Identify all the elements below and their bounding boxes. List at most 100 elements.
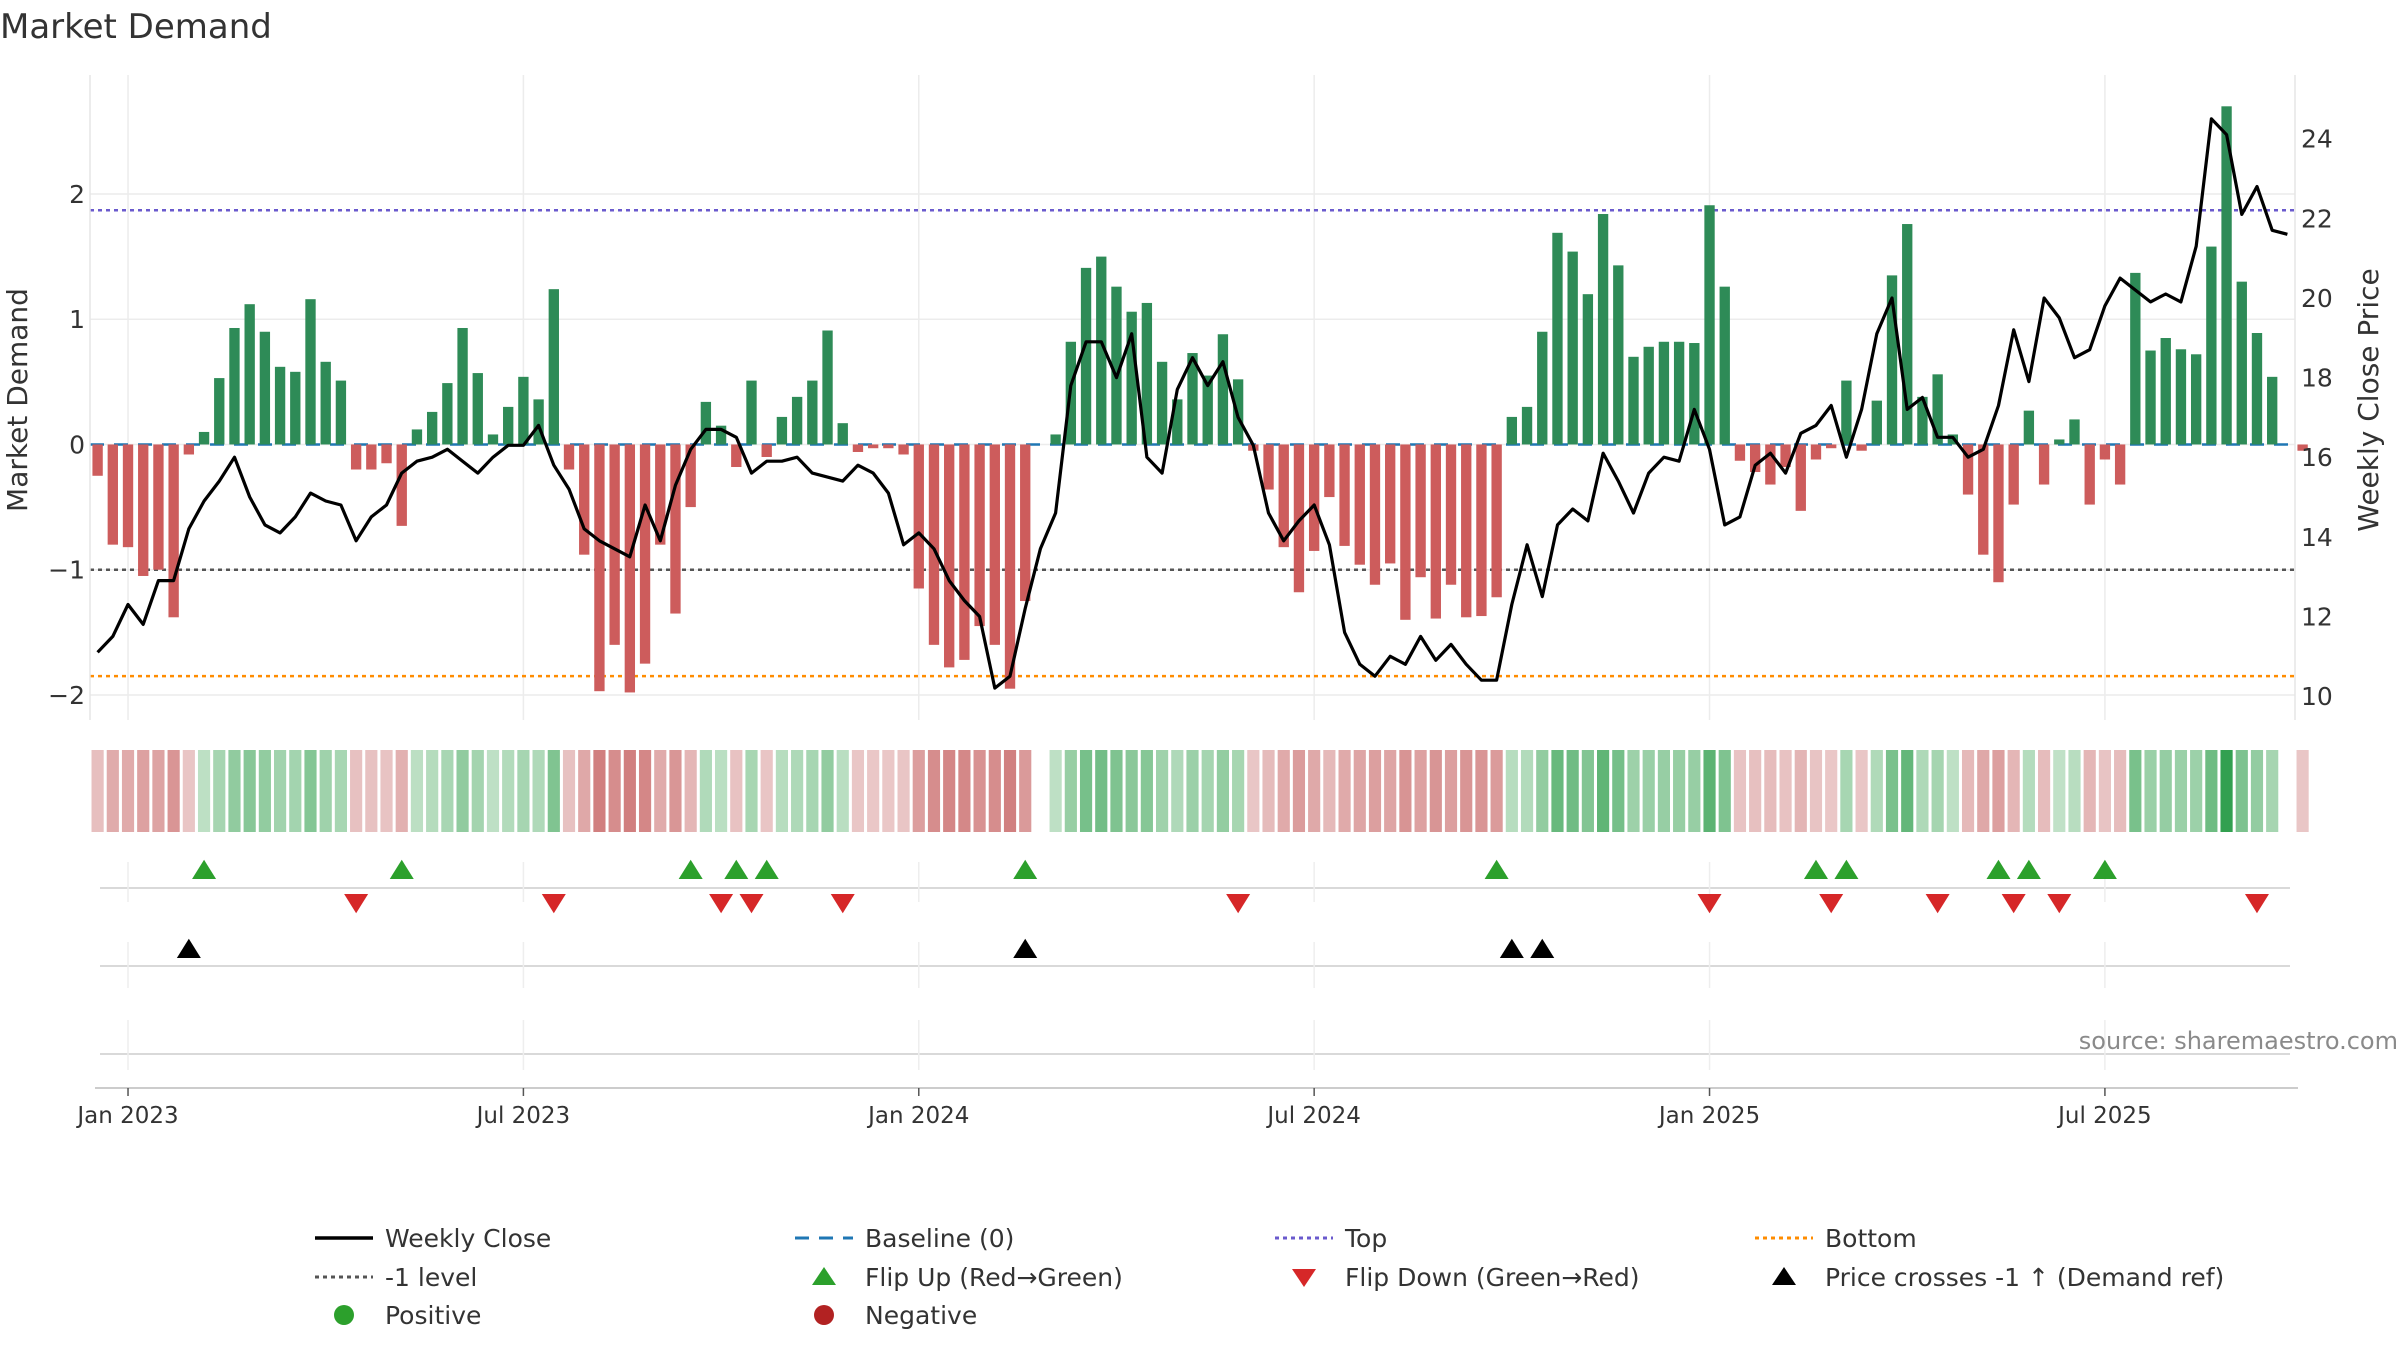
flip-up-marker — [389, 859, 414, 879]
heat-cell — [912, 750, 925, 832]
demand-bar — [1096, 256, 1107, 445]
legend-item: Negative — [814, 1301, 977, 1330]
flip-down-marker — [2244, 894, 2269, 914]
demand-bar — [1780, 444, 1791, 468]
heat-cell — [1809, 750, 1823, 832]
demand-bar — [928, 444, 940, 645]
demand-bar — [1202, 375, 1213, 445]
demand-bar — [2297, 444, 2308, 451]
y-tick-label: −1 — [48, 556, 85, 585]
y-axis-label: Market Demand — [1, 288, 34, 512]
demand-bar — [229, 327, 240, 445]
demand-bar — [1902, 224, 1913, 445]
demand-bar — [2236, 281, 2247, 445]
heat-cell — [441, 750, 454, 832]
demand-bar — [396, 444, 407, 526]
heat-cell — [380, 750, 393, 832]
demand-bar — [974, 444, 985, 627]
demand-bar — [1141, 302, 1153, 445]
demand-bar — [791, 396, 803, 445]
heat-cell — [730, 750, 743, 832]
demand-bar — [1810, 444, 1822, 460]
heat-cell — [927, 750, 941, 832]
demand-bar — [944, 444, 955, 668]
flip-up-marker — [2016, 859, 2041, 879]
demand-bar — [1552, 232, 1563, 445]
demand-bar — [1734, 444, 1746, 461]
demand-bar — [411, 429, 423, 445]
demand-bar — [122, 444, 134, 548]
demand-bar — [518, 376, 529, 445]
demand-bar — [2008, 444, 2019, 505]
y2-tick-label: 24 — [2301, 125, 2333, 154]
heat-cell — [1140, 750, 1153, 832]
demand-bar — [1004, 444, 1016, 689]
heat-cell — [1566, 750, 1579, 832]
demand-bar — [2114, 444, 2126, 485]
heat-cell — [2235, 750, 2248, 832]
legend-item: Flip Up (Red→Green) — [812, 1263, 1123, 1292]
demand-bar — [1293, 444, 1305, 593]
demand-bar — [1871, 400, 1882, 445]
heat-cell — [1216, 750, 1229, 832]
legend-item: Bottom — [1755, 1224, 1917, 1253]
heat-cell — [578, 750, 591, 832]
demand-bar — [2145, 350, 2156, 445]
legend-label: Positive — [385, 1301, 481, 1330]
heat-cell — [121, 750, 135, 832]
price-cross-marker — [1013, 938, 1038, 958]
y2-tick-label: 12 — [2301, 602, 2333, 631]
demand-bar — [1597, 214, 1609, 445]
heat-cell — [1079, 750, 1093, 832]
demand-bar — [366, 444, 377, 470]
demand-bar — [1324, 444, 1335, 498]
demand-bar — [609, 444, 620, 645]
heat-cell — [1384, 750, 1397, 832]
demand-bar — [92, 444, 103, 476]
heat-cell — [486, 750, 500, 832]
demand-bar — [1643, 346, 1654, 445]
x-tick-label: Jan 2023 — [75, 1103, 178, 1129]
demand-bar — [2023, 410, 2035, 445]
demand-bar — [2267, 376, 2278, 445]
heat-cell — [106, 750, 119, 832]
demand-bar — [959, 444, 970, 660]
heat-cell — [1277, 750, 1290, 832]
flip-up-marker — [1986, 859, 2011, 879]
heat-cell — [2098, 750, 2111, 832]
signal-rows — [100, 859, 2290, 1070]
heat-cell — [2129, 750, 2142, 832]
heat-cell — [669, 750, 682, 832]
y2-tick-label: 22 — [2301, 204, 2333, 233]
heat-cell — [1627, 750, 1640, 832]
heat-cell — [1429, 750, 1442, 832]
heat-cell — [532, 750, 545, 832]
heat-cell — [304, 750, 317, 832]
heat-cell — [1703, 750, 1716, 832]
demand-bar — [1537, 331, 1548, 445]
flip-up-marker — [1484, 859, 1509, 879]
flip-up-marker — [1803, 859, 1828, 879]
demand-bar — [381, 444, 392, 464]
flip-up-marker — [1834, 859, 1859, 879]
heat-cell — [1338, 750, 1351, 832]
weekly-close-line — [96, 117, 2288, 690]
heat-cell — [228, 750, 241, 832]
demand-bar — [320, 361, 331, 445]
demand-bar — [183, 444, 195, 455]
demand-bar — [639, 444, 651, 664]
heat-cell — [1475, 750, 1488, 832]
heat-cell — [1292, 750, 1306, 832]
demand-bar — [168, 444, 179, 618]
heat-cell — [836, 750, 849, 832]
heat-cell — [213, 750, 226, 832]
demand-bar — [1567, 251, 1578, 445]
demand-bars — [92, 106, 2308, 693]
heat-cell — [1840, 750, 1853, 832]
heat-cell — [2083, 750, 2096, 832]
heat-cell — [1931, 750, 1944, 832]
heat-cell — [410, 750, 424, 832]
legend-label: -1 level — [385, 1263, 477, 1292]
demand-bar — [1856, 444, 1867, 451]
